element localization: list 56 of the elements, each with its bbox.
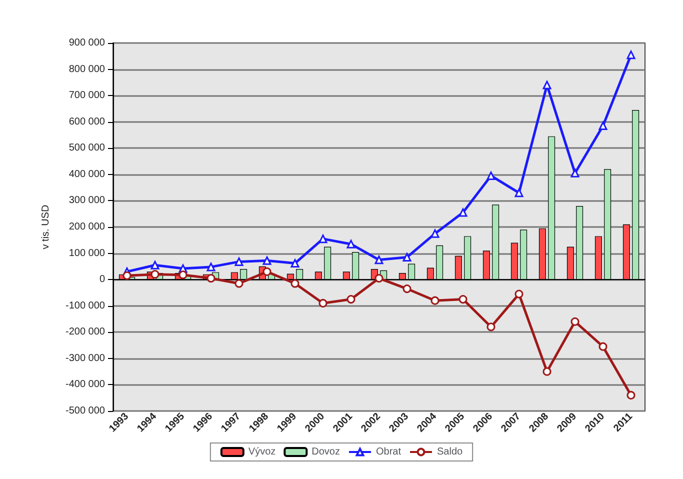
point xyxy=(290,279,300,288)
y-tick-label: -300 000 xyxy=(66,352,106,364)
point xyxy=(122,271,132,280)
y-tick-label: -500 000 xyxy=(66,406,106,416)
legend-label: Dovoz xyxy=(312,446,340,458)
y-tick-label: 900 000 xyxy=(68,38,106,48)
y-tick-label: 300 000 xyxy=(68,195,106,206)
point xyxy=(234,279,244,288)
point xyxy=(206,274,216,283)
point xyxy=(514,290,524,298)
point xyxy=(374,274,384,283)
y-tick-label: 100 000 xyxy=(68,248,106,259)
y-tick-label: 700 000 xyxy=(68,90,106,102)
point xyxy=(150,270,160,279)
point xyxy=(374,256,384,264)
point xyxy=(542,367,552,376)
point xyxy=(598,122,608,130)
y-tick-label: -100 000 xyxy=(66,300,106,312)
y-tick-label: 600 000 xyxy=(68,116,106,128)
point xyxy=(430,296,440,305)
point xyxy=(290,259,300,268)
point xyxy=(626,390,636,400)
point xyxy=(542,80,552,90)
point xyxy=(346,240,356,248)
y-tick-label: -400 000 xyxy=(66,379,106,390)
point xyxy=(178,270,188,280)
point xyxy=(430,229,440,238)
y-tick-label: 400 000 xyxy=(68,168,106,180)
y-axis-title: v tis. USD xyxy=(40,204,52,250)
point xyxy=(206,262,216,272)
point xyxy=(402,284,412,294)
point xyxy=(514,188,524,198)
legend-label: Obrat xyxy=(376,446,402,458)
y-tick-label: 800 000 xyxy=(68,64,106,75)
point xyxy=(262,267,272,276)
point xyxy=(598,342,608,351)
point xyxy=(458,208,468,217)
y-tick-label: 500 000 xyxy=(68,142,106,154)
point xyxy=(318,234,328,244)
point xyxy=(150,260,160,270)
point xyxy=(262,256,272,265)
point xyxy=(346,295,356,304)
point xyxy=(626,50,636,60)
point xyxy=(570,317,580,326)
point xyxy=(318,298,328,308)
y-tick-label: -200 000 xyxy=(66,326,106,338)
point xyxy=(402,252,412,262)
y-tick-label: 200 000 xyxy=(68,222,106,232)
y-tick-label: 0 xyxy=(99,274,106,286)
point xyxy=(486,171,496,180)
point xyxy=(458,295,468,304)
legend-label: Saldo xyxy=(437,446,464,458)
legend-label: Vývoz xyxy=(248,446,276,458)
point xyxy=(486,322,496,332)
point xyxy=(234,257,244,266)
point xyxy=(570,168,580,178)
